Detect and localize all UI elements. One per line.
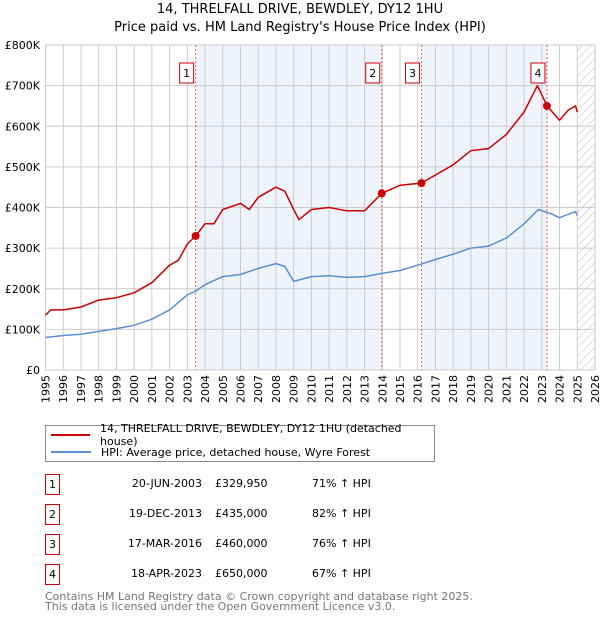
x-tick-label: 2011 [323,375,336,403]
sale-date: 17-MAR-2016 [127,537,202,550]
chart-subtitle: Price paid vs. HM Land Registry's House … [114,20,486,35]
sale-label: 2 [369,67,376,80]
sale-label: 3 [409,67,416,80]
footer-copyright: Contains HM Land Registry data © Crown c… [45,590,473,603]
x-tick-label: 2026 [589,375,600,403]
x-tick-label: 2023 [536,375,549,403]
x-tick-label: 2008 [270,375,283,403]
sale-date: 20-JUN-2003 [131,477,202,490]
sale-label-box [179,62,195,84]
legend: 14, THRELFALL DRIVE, BEWDLEY, DY12 1HU (… [45,422,435,462]
sale-hpi-diff: 82% ↑ HPI [312,507,371,520]
x-tick-label: 2007 [252,375,265,403]
x-tick-label: 2014 [376,375,389,403]
y-tick-label: £400K [5,202,41,215]
x-tick-label: 2022 [518,375,531,403]
x-tick-label: 2013 [359,375,372,403]
sale-price: £329,950 [215,477,268,490]
sale-date: 18-APR-2023 [130,567,202,580]
plot-border [45,44,596,371]
x-tick-label: 2006 [234,375,247,403]
y-tick-label: £600K [5,120,41,133]
y-tick-label: £100K [5,323,41,336]
x-tick-label: 1995 [40,375,53,403]
sale-label-box [404,62,420,84]
sale-price: £650,000 [215,567,268,580]
x-tick-label: 2015 [394,375,407,403]
sale-date: 19-DEC-2013 [128,507,202,520]
y-tick-label: £800K [5,39,41,52]
table-row: 2 19-DEC-2013 £435,000 82% ↑ HPI [45,504,445,526]
sale-price: £435,000 [215,507,268,520]
y-tick-label: £200K [5,283,41,296]
property-price-line [44,84,579,316]
table-row: 3 17-MAR-2016 £460,000 76% ↑ HPI [45,534,445,556]
x-tick-label: 2019 [465,375,478,403]
sale-point [417,179,426,188]
y-tick-label: £300K [5,242,41,255]
x-tick-label: 1998 [93,375,106,403]
sale-point [377,189,386,198]
sale-hpi-diff: 67% ↑ HPI [312,567,371,580]
x-tick-label: 2005 [217,375,230,403]
x-tick-label: 2001 [146,375,159,403]
sale-hpi-diff: 71% ↑ HPI [312,477,371,490]
hpi-line [45,208,578,339]
x-tick-label: 1996 [57,375,70,403]
x-tick-label: 1999 [110,375,123,403]
legend-item-property: 14, THRELFALL DRIVE, BEWDLEY, DY12 1HU (… [51,422,434,448]
x-tick-label: 1997 [75,375,88,403]
x-tick-label: 2021 [500,375,513,403]
legend-swatch-hpi [51,451,91,453]
x-tick-label: 2020 [483,375,496,403]
sale-point [542,101,551,110]
sale-price: £460,000 [215,537,268,550]
sale-label: 4 [534,67,541,80]
chart-title: 14, THRELFALL DRIVE, BEWDLEY, DY12 1HU [156,2,444,17]
y-tick-label: £500K [5,161,41,174]
table-row: 4 18-APR-2023 £650,000 67% ↑ HPI [45,564,445,586]
x-tick-label: 2010 [305,375,318,403]
legend-label-hpi: HPI: Average price, detached house, Wyre… [101,445,371,459]
sale-hpi-diff: 76% ↑ HPI [312,537,371,550]
x-tick-label: 2009 [288,375,301,403]
sale-point [191,231,200,240]
sale-number: 3 [45,534,60,555]
sale-label: 1 [183,67,190,80]
x-tick-label: 2000 [128,375,141,403]
x-tick-label: 2012 [341,375,354,403]
legend-label-property: 14, THRELFALL DRIVE, BEWDLEY, DY12 1HU (… [100,422,402,448]
x-tick-label: 2018 [447,375,460,403]
x-tick-label: 2002 [164,375,177,403]
sale-label-box [530,62,546,84]
x-tick-label: 2024 [554,375,567,403]
y-tick-label: £0 [26,364,40,377]
x-tick-label: 2003 [181,375,194,403]
sale-number: 4 [45,564,60,585]
table-row: 1 20-JUN-2003 £329,950 71% ↑ HPI [45,474,445,496]
sale-number: 1 [45,474,60,495]
x-tick-label: 2017 [429,375,442,403]
sale-label-box [365,62,381,84]
sale-number: 2 [45,504,60,525]
legend-item-hpi: HPI: Average price, detached house, Wyre… [51,444,370,460]
x-tick-label: 2004 [199,375,212,403]
y-tick-label: £700K [5,80,41,93]
price-chart: 1995 1996 1997 1998 1999 2000 2001 2002 2003 2004… [5,39,600,403]
x-tick-label: 2016 [412,375,425,403]
footer-licence: This data is licensed under the Open Gov… [45,600,396,613]
legend-swatch-property [51,434,91,436]
x-tick-label: 2025 [571,375,584,403]
